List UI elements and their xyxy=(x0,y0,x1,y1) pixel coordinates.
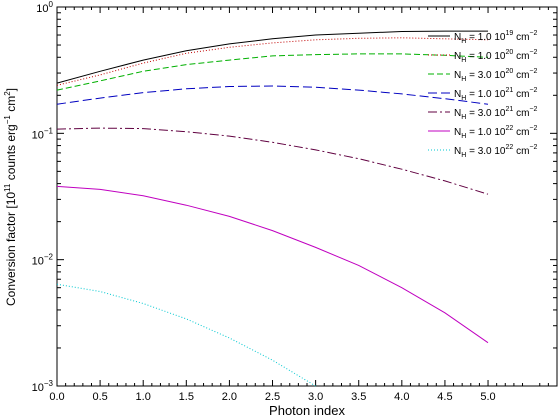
legend-label: NH = 3.0 1022 cm−2 xyxy=(454,144,537,159)
y-tick-label: 10−1 xyxy=(32,126,54,141)
plot-frame xyxy=(56,6,558,387)
legend-label: NH = 1.0 1020 cm−2 xyxy=(454,49,537,64)
y-tick-label: 100 xyxy=(36,0,53,15)
x-tick-label: 0.5 xyxy=(92,391,107,403)
series-line-2 xyxy=(56,37,489,86)
series-line-3 xyxy=(56,53,489,91)
series-line-1 xyxy=(56,30,488,84)
y-axis-label: Conversion factor [1011 counts erg−1 cm2… xyxy=(3,88,18,306)
x-tick-label: 5.0 xyxy=(480,391,495,403)
y-tick-label: 10−2 xyxy=(32,253,54,268)
x-tick-label: 0.0 xyxy=(49,391,64,403)
legend-label: NH = 1.0 1021 cm−2 xyxy=(454,87,537,102)
series-line-7 xyxy=(56,283,316,387)
x-axis-label: Photon index xyxy=(269,403,345,418)
axis-ticks: 0.0 0.5 1.0 1.5 2.0 2.5 3.0 3.5 4.0 4.5 5.0 10−3 10−… xyxy=(32,0,558,403)
series-line-6 xyxy=(56,185,489,344)
series-lines xyxy=(56,30,489,387)
legend: NH = 1.0 1019 cm−2 NH = 1.0 1020 cm−2 NH =… xyxy=(428,30,537,159)
series-line-4 xyxy=(56,85,489,105)
legend-label: NH = 1.0 1022 cm−2 xyxy=(454,125,537,140)
legend-label: NH = 1.0 1019 cm−2 xyxy=(454,30,537,45)
x-tick-label: 2.0 xyxy=(222,391,237,403)
series-line-5 xyxy=(56,127,489,195)
x-tick-label: 4.5 xyxy=(437,391,452,403)
x-tick-label: 3.0 xyxy=(308,391,323,403)
y-tick-label: 10−3 xyxy=(32,379,54,394)
x-tick-label: 4.0 xyxy=(394,391,409,403)
x-tick-label: 1.0 xyxy=(136,391,151,403)
x-tick-label: 3.5 xyxy=(351,391,366,403)
x-tick-label: 2.5 xyxy=(265,391,280,403)
legend-label: NH = 3.0 1021 cm−2 xyxy=(454,106,537,121)
x-tick-label: 1.5 xyxy=(179,391,194,403)
legend-label: NH = 3.0 1020 cm−2 xyxy=(454,68,537,83)
